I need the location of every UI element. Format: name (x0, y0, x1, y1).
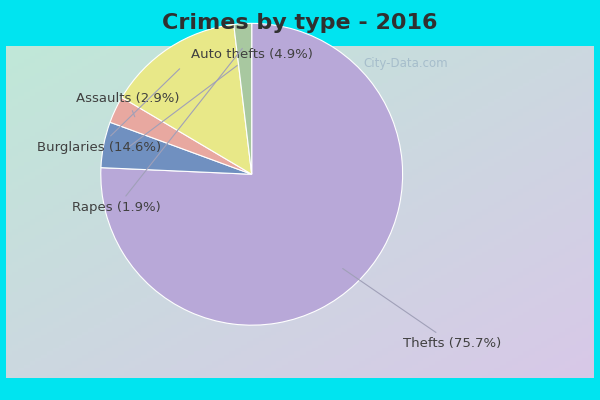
Wedge shape (101, 122, 252, 174)
Text: Crimes by type - 2016: Crimes by type - 2016 (162, 13, 438, 33)
Wedge shape (101, 23, 403, 325)
Text: Auto thefts (4.9%): Auto thefts (4.9%) (128, 48, 313, 147)
Text: Thefts (75.7%): Thefts (75.7%) (343, 268, 501, 350)
Text: Rapes (1.9%): Rapes (1.9%) (73, 48, 242, 214)
Wedge shape (110, 98, 252, 174)
Text: Burglaries (14.6%): Burglaries (14.6%) (37, 69, 179, 154)
Wedge shape (122, 24, 252, 174)
Wedge shape (234, 23, 252, 174)
Text: City-Data.com: City-Data.com (363, 56, 448, 70)
Text: Assaults (2.9%): Assaults (2.9%) (76, 92, 179, 117)
